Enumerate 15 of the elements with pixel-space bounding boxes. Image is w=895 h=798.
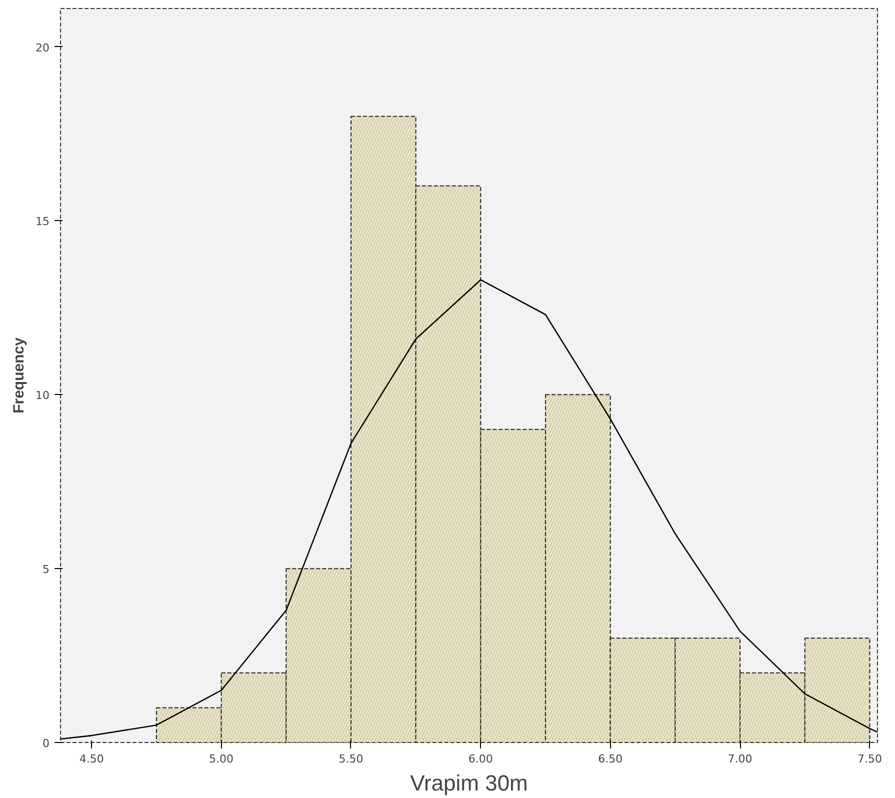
- x-tick-label: 6.00: [468, 752, 493, 766]
- x-tick-label: 5.50: [338, 752, 364, 766]
- y-axis-title: Frequency: [10, 336, 28, 414]
- line-series: [60, 279, 878, 740]
- x-tick-label: 5.00: [209, 752, 234, 766]
- y-tick-label: 10: [36, 389, 50, 402]
- x-tick-label: 6.50: [598, 752, 623, 766]
- x-tick-label: 7.00: [728, 752, 752, 766]
- x-tick-label: 4.50: [79, 752, 104, 766]
- y-tick-label: 0: [42, 737, 50, 750]
- y-tick-label: 15: [36, 215, 50, 228]
- x-axis-title: Vrapim 30m: [410, 770, 528, 796]
- y-tick-label: 20: [36, 41, 50, 54]
- y-tick-label: 5: [42, 563, 50, 576]
- x-tick-label: 7.50: [857, 752, 882, 766]
